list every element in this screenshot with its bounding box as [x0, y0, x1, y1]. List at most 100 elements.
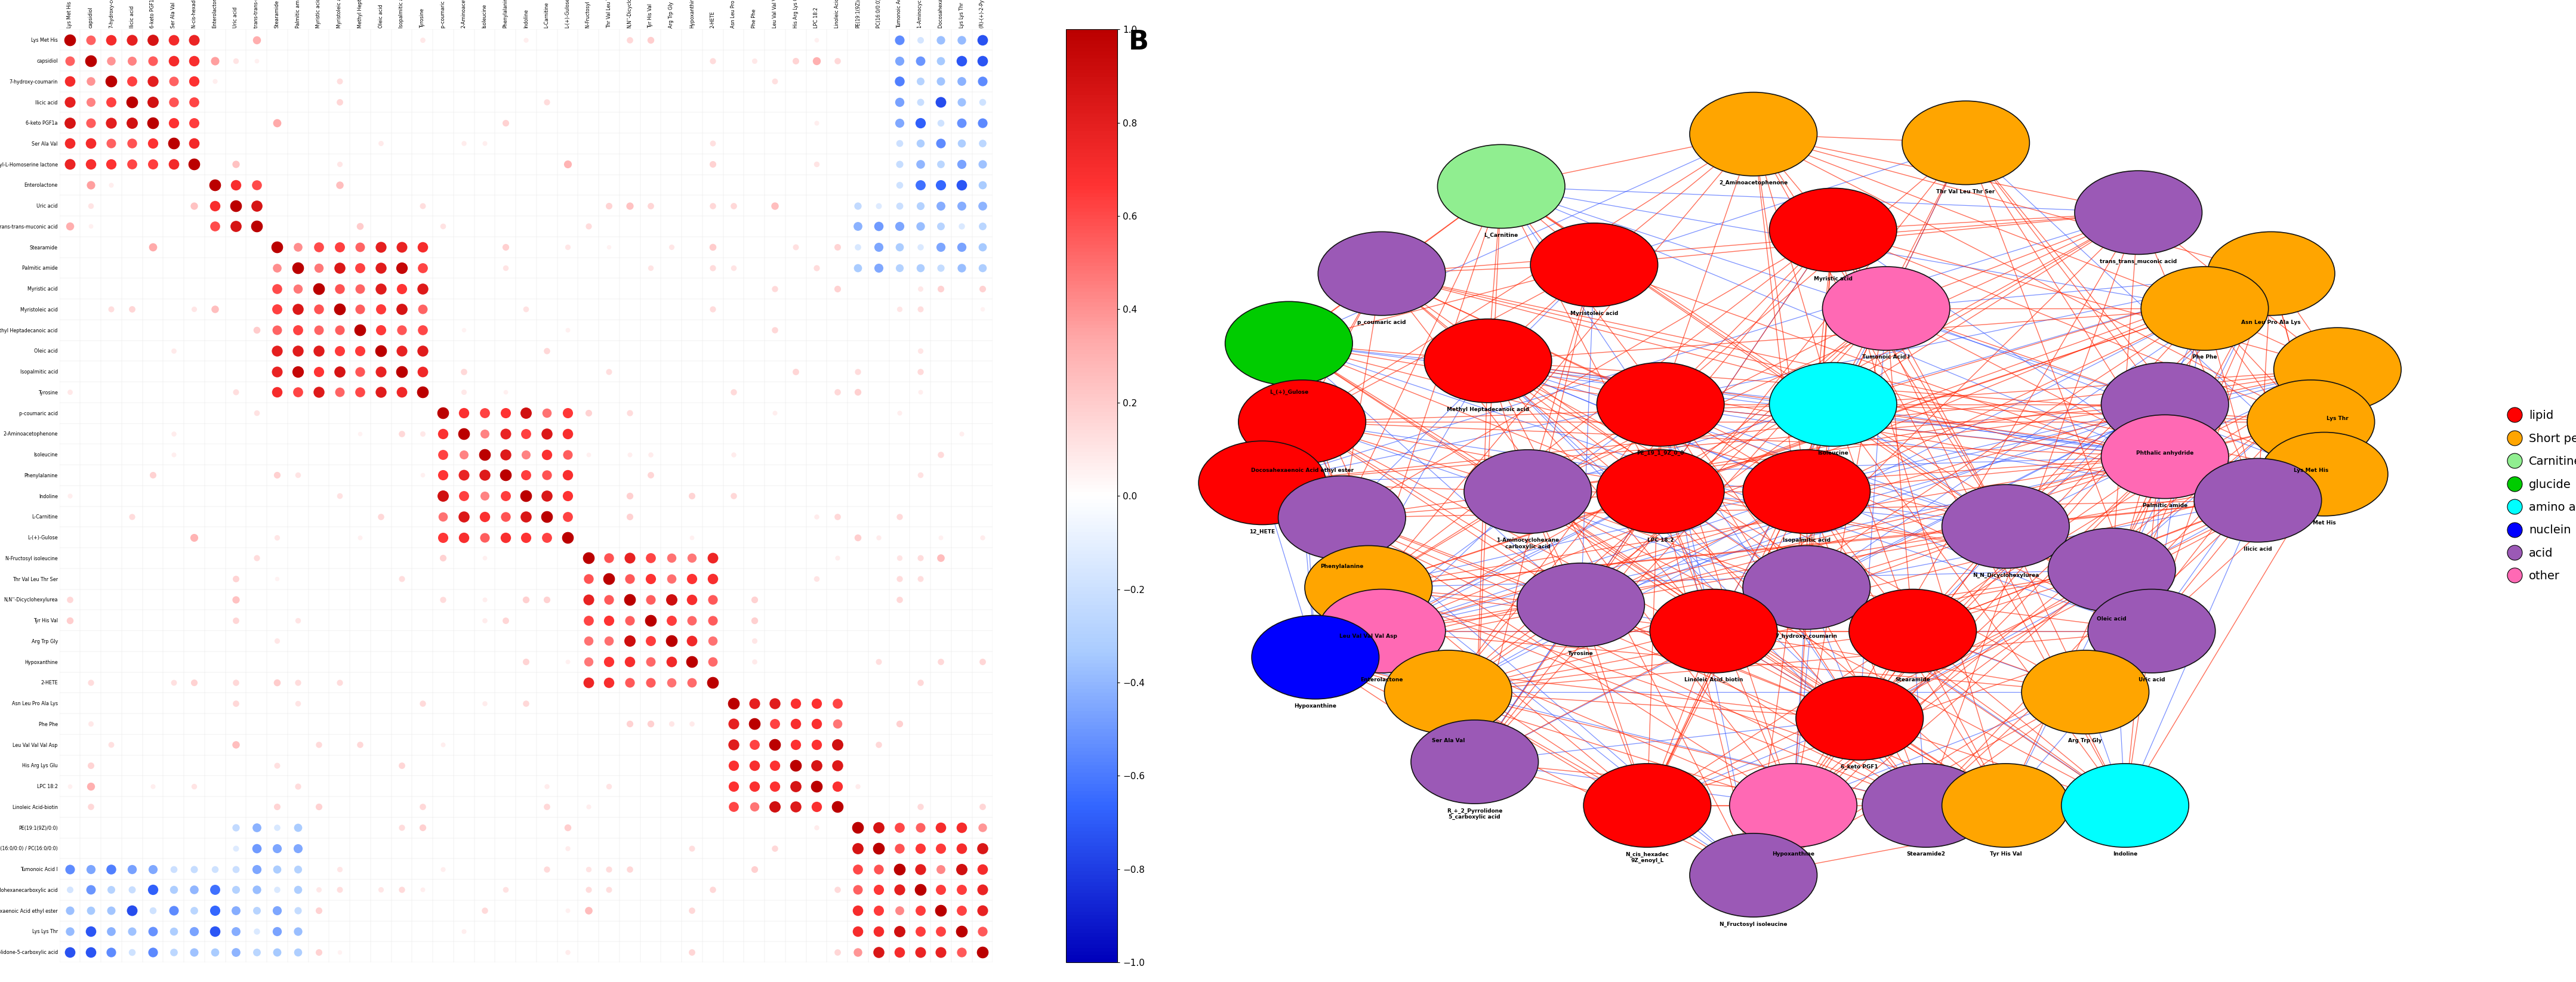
- Ellipse shape: [1942, 764, 2069, 847]
- Point: [587, 363, 629, 379]
- Point: [340, 384, 381, 400]
- Point: [402, 882, 443, 898]
- Point: [608, 861, 649, 877]
- Point: [278, 779, 319, 794]
- Point: [608, 654, 649, 670]
- Point: [70, 779, 111, 794]
- Point: [484, 406, 526, 421]
- Point: [90, 882, 131, 898]
- Point: [237, 53, 278, 69]
- Point: [237, 923, 278, 939]
- Point: [361, 363, 402, 379]
- Point: [940, 820, 981, 836]
- Point: [940, 882, 981, 898]
- Text: N_N_Dicyclohexylurea: N_N_Dicyclohexylurea: [1973, 573, 2038, 578]
- Legend: lipid, Short peptide, Carnitine, glucide, amino acid, nuclein, acid, other: lipid, Short peptide, Carnitine, glucide…: [2499, 405, 2576, 587]
- Point: [899, 343, 940, 358]
- Ellipse shape: [2141, 266, 2269, 351]
- Point: [567, 902, 608, 918]
- Point: [920, 197, 961, 213]
- Text: Stearamide: Stearamide: [1896, 678, 1929, 682]
- Point: [422, 592, 464, 608]
- Point: [631, 571, 672, 586]
- Point: [899, 156, 940, 172]
- Ellipse shape: [2262, 432, 2388, 516]
- Point: [672, 675, 714, 690]
- Point: [755, 322, 796, 338]
- Point: [878, 32, 920, 48]
- Point: [361, 882, 402, 898]
- Point: [546, 426, 587, 442]
- Point: [258, 820, 299, 836]
- Point: [173, 301, 214, 317]
- Text: Arg Trp Gly: Arg Trp Gly: [2069, 738, 2102, 743]
- Point: [193, 197, 234, 213]
- Point: [837, 240, 878, 255]
- Point: [837, 820, 878, 836]
- Text: Tyrosine: Tyrosine: [1569, 651, 1595, 657]
- Point: [631, 654, 672, 670]
- Text: 2_Aminoacetophenone: 2_Aminoacetophenone: [1718, 181, 1788, 186]
- Point: [837, 944, 878, 959]
- Point: [920, 923, 961, 939]
- Point: [70, 902, 111, 918]
- Point: [631, 675, 672, 690]
- Ellipse shape: [2195, 459, 2321, 542]
- Point: [817, 509, 858, 524]
- Ellipse shape: [1198, 441, 1327, 524]
- Point: [90, 902, 131, 918]
- Point: [817, 716, 858, 732]
- Point: [278, 923, 319, 939]
- Point: [567, 861, 608, 877]
- Point: [484, 426, 526, 442]
- Ellipse shape: [1901, 101, 2030, 185]
- Point: [193, 923, 234, 939]
- Point: [361, 322, 402, 338]
- Point: [319, 363, 361, 379]
- Text: LPC 18:2: LPC 18:2: [1646, 538, 1674, 543]
- Point: [920, 219, 961, 235]
- Point: [49, 923, 90, 939]
- Point: [402, 32, 443, 48]
- Point: [878, 861, 920, 877]
- Point: [858, 219, 899, 235]
- Point: [258, 923, 299, 939]
- Ellipse shape: [1744, 546, 1870, 629]
- Point: [193, 944, 234, 959]
- Point: [237, 841, 278, 856]
- Point: [402, 260, 443, 276]
- Point: [961, 219, 1002, 235]
- Point: [278, 467, 319, 483]
- Point: [216, 923, 258, 939]
- Point: [796, 799, 837, 815]
- Point: [422, 861, 464, 877]
- Point: [402, 363, 443, 379]
- Text: Phe Phe: Phe Phe: [2192, 355, 2218, 360]
- Point: [631, 447, 672, 463]
- Point: [131, 32, 173, 48]
- Point: [755, 197, 796, 213]
- Point: [878, 716, 920, 732]
- Point: [899, 94, 940, 110]
- Point: [443, 363, 484, 379]
- Point: [693, 136, 734, 151]
- Point: [70, 53, 111, 69]
- Point: [837, 197, 878, 213]
- Point: [796, 757, 837, 773]
- Point: [258, 882, 299, 898]
- Point: [258, 363, 299, 379]
- Ellipse shape: [2061, 764, 2190, 847]
- Point: [631, 633, 672, 649]
- Point: [237, 820, 278, 836]
- Point: [734, 779, 775, 794]
- Point: [734, 695, 775, 711]
- Ellipse shape: [1690, 92, 1816, 176]
- Point: [111, 94, 152, 110]
- Point: [258, 322, 299, 338]
- Point: [693, 156, 734, 172]
- Point: [796, 32, 837, 48]
- Point: [173, 94, 214, 110]
- Point: [775, 799, 817, 815]
- Point: [878, 74, 920, 89]
- Point: [152, 115, 193, 131]
